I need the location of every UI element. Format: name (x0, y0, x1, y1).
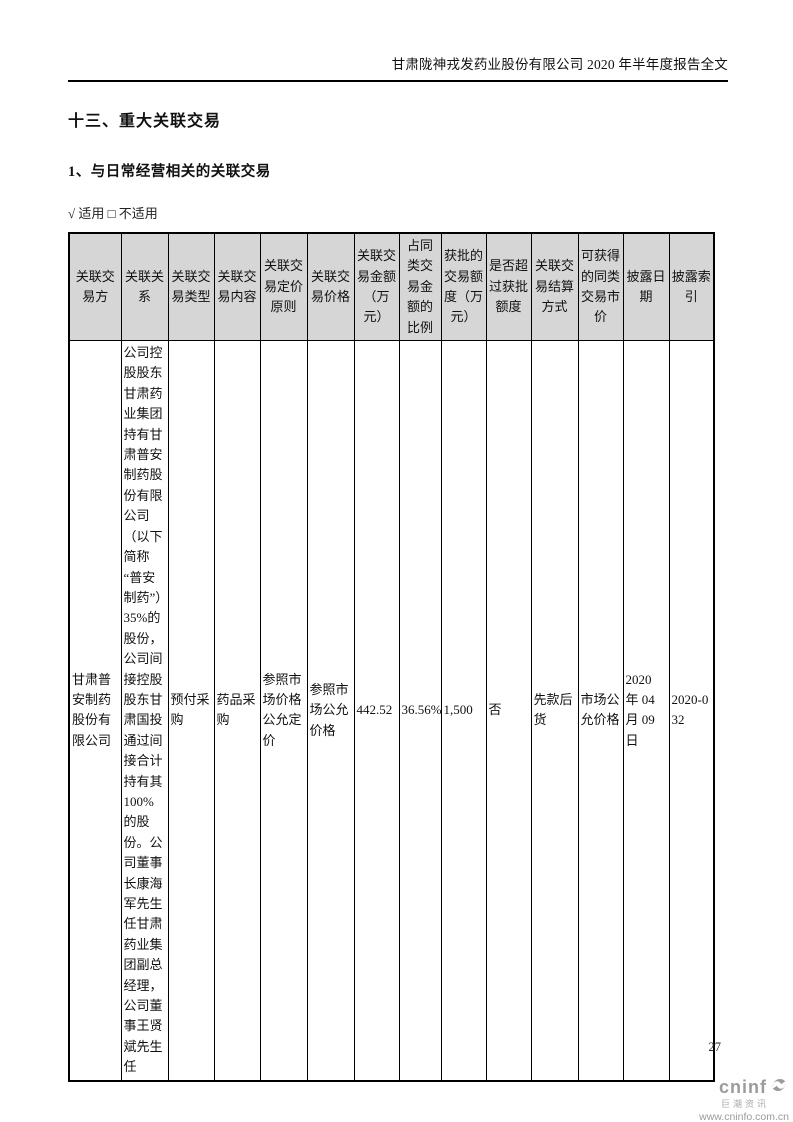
column-header-counterparty: 关联交易方 (68, 232, 122, 342)
report-title-text: 甘肃陇神戎发药业股份有限公司 2020 年半年度报告全文 (391, 57, 728, 72)
column-header-market-price: 可获得的同类交易市价 (577, 232, 624, 342)
cell-pricing-principle: 参照市场价格公允定价 (259, 340, 308, 1082)
cninfo-logo-subtitle: 巨潮资讯 (720, 1099, 769, 1109)
column-header-pricing-principle: 关联交易定价原则 (259, 232, 308, 342)
cell-transaction-content: 药品采购 (213, 340, 261, 1082)
related-transactions-table: 关联交易方 关联关系 关联交易类型 关联交易内容 关联交易定价原则 关联交易价格… (68, 232, 715, 1082)
section-title: 十三、重大关联交易 (68, 113, 222, 130)
table-row: 甘肃普安制药股份有限公司 公司控股股东甘肃药业集团持有甘肃普安制药股份有限公司（… (68, 340, 715, 1082)
cell-percentage: 36.56% (398, 340, 442, 1082)
cninfo-logo-text: cninf (719, 1077, 767, 1097)
subsection-title: 1、与日常经营相关的关联交易 (68, 164, 271, 180)
cell-disclosure-index: 2020-032 (668, 340, 715, 1082)
cell-counterparty: 甘肃普安制药股份有限公司 (68, 340, 122, 1082)
cell-disclosure-date: 2020 年 04 月 09 日 (622, 340, 670, 1082)
table-header-row: 关联交易方 关联关系 关联交易类型 关联交易内容 关联交易定价原则 关联交易价格… (68, 232, 715, 342)
cell-approved-quota: 1,500 (440, 340, 487, 1082)
cninfo-logo-url: www.cninfo.com.cn (699, 1111, 789, 1122)
cninfo-logo-row: cninf (699, 1076, 789, 1098)
cell-settlement-method: 先款后货 (530, 340, 579, 1082)
applicability-note: √ 适用 □ 不适用 (68, 206, 158, 221)
cell-exceeds-quota: 否 (485, 340, 532, 1082)
page-content: 甘肃陇神戎发药业股份有限公司 2020 年半年度报告全文 十三、重大关联交易 1… (68, 0, 728, 1082)
column-header-transaction-amount: 关联交易金额（万元） (353, 232, 400, 342)
cell-transaction-amount: 442.52 (353, 340, 400, 1082)
column-header-transaction-price: 关联交易价格 (306, 232, 355, 342)
cninfo-swirl-icon (769, 1076, 789, 1098)
column-header-relationship: 关联关系 (120, 232, 169, 342)
cell-transaction-price: 参照市场公允价格 (306, 340, 355, 1082)
cell-transaction-type: 预付采购 (167, 340, 215, 1082)
page-number: 27 (708, 1040, 722, 1054)
cninfo-logo: cninf 巨潮资讯 www.cninfo.com.cn (699, 1076, 789, 1122)
column-header-disclosure-date: 披露日期 (622, 232, 670, 342)
column-header-percentage: 占同类交易金额的比例 (398, 232, 442, 342)
column-header-disclosure-index: 披露索引 (668, 232, 715, 342)
cell-relationship: 公司控股股东甘肃药业集团持有甘肃普安制药股份有限公司（以下简称“普安制药”）35… (120, 340, 169, 1082)
column-header-exceeds-quota: 是否超过获批额度 (485, 232, 532, 342)
column-header-transaction-type: 关联交易类型 (167, 232, 215, 342)
column-header-transaction-content: 关联交易内容 (213, 232, 261, 342)
cell-market-price: 市场公允价格 (577, 340, 624, 1082)
column-header-settlement-method: 关联交易结算方式 (530, 232, 579, 342)
column-header-approved-quota: 获批的交易额度（万元） (440, 232, 487, 342)
report-title-header: 甘肃陇神戎发药业股份有限公司 2020 年半年度报告全文 (68, 0, 728, 82)
